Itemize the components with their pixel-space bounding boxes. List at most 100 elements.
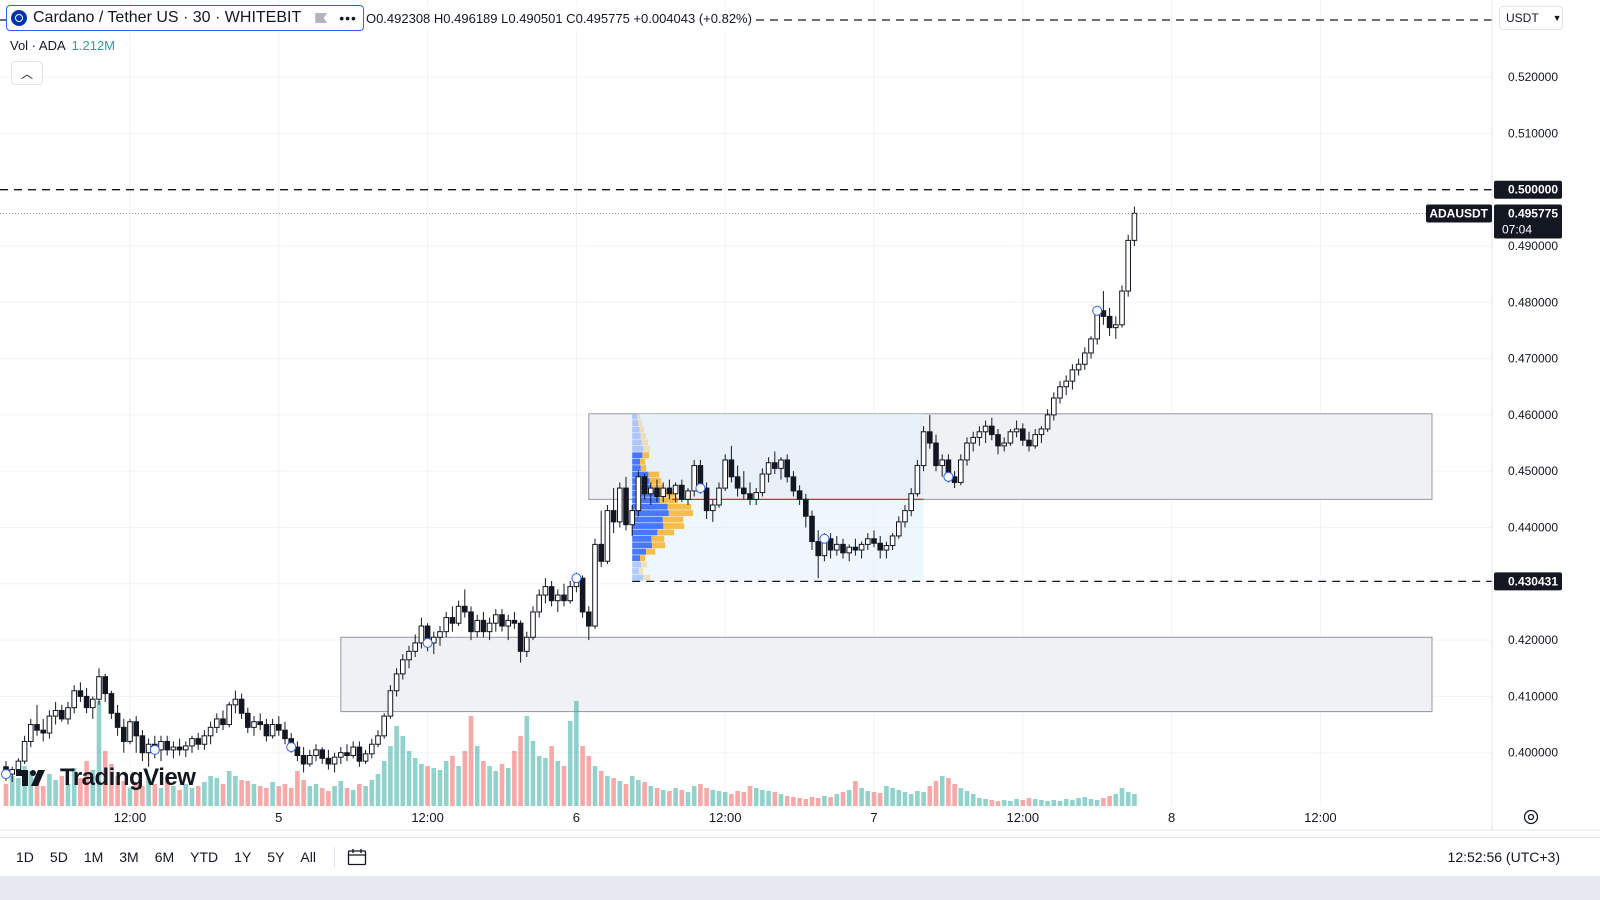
candle-body xyxy=(635,476,642,512)
timeframe-1d[interactable]: 1D xyxy=(16,849,34,865)
candle xyxy=(1001,437,1008,452)
candle xyxy=(1088,336,1094,359)
timeframe-1y[interactable]: 1Y xyxy=(234,849,252,865)
price-zone-box xyxy=(340,636,1433,713)
volume-bar xyxy=(983,799,988,806)
currency-selector[interactable]: USDT ▼ xyxy=(1499,6,1563,30)
volume-bar xyxy=(16,778,21,806)
candle xyxy=(350,741,356,759)
volume-bar xyxy=(667,791,672,806)
candle-body xyxy=(840,543,846,554)
candle-body xyxy=(493,614,499,624)
price-tick-label: 0.410000 xyxy=(1508,689,1558,703)
symbol-search-button[interactable]: Cardano / Tether US · 30 · WHITEBIT ••• xyxy=(6,5,364,31)
timeframe-6m[interactable]: 6M xyxy=(154,849,175,865)
timezone-clock[interactable]: 12:52:56 (UTC+3) xyxy=(1447,849,1560,865)
candle-body xyxy=(307,755,313,765)
more-dots-icon[interactable]: ••• xyxy=(339,10,357,26)
volume-bar xyxy=(1082,797,1088,806)
candle-body xyxy=(666,487,673,495)
timeframe-ytd[interactable]: YTD xyxy=(190,849,219,865)
volume-bar xyxy=(927,786,933,806)
candle xyxy=(679,479,685,503)
volume-bar xyxy=(815,798,821,806)
candle xyxy=(381,713,387,739)
candle-body xyxy=(809,515,815,543)
candle-body xyxy=(784,459,791,478)
candle-body xyxy=(214,718,220,728)
volume-bar xyxy=(9,776,15,806)
candle-body xyxy=(511,619,518,624)
candle-body xyxy=(586,611,592,627)
volume-profile-bar-up xyxy=(632,561,642,568)
candle-body xyxy=(524,636,530,652)
candle-body xyxy=(369,743,375,755)
volume-profile-bar-down xyxy=(641,439,649,446)
candle-body xyxy=(108,693,115,714)
volume-profile-bar-up xyxy=(632,568,639,574)
candle-body xyxy=(245,712,251,728)
volume-bar xyxy=(1132,794,1137,806)
candle xyxy=(449,606,456,632)
candle-body xyxy=(1088,338,1094,354)
candle xyxy=(561,583,567,607)
volume-bar xyxy=(121,781,127,806)
price-tick-label: 0.470000 xyxy=(1508,352,1558,366)
volume-bar xyxy=(468,716,474,806)
candle-body xyxy=(703,487,710,512)
candle xyxy=(617,482,623,528)
candle-body xyxy=(1032,434,1039,447)
candle-body xyxy=(685,490,691,500)
candle xyxy=(319,747,325,764)
volume-bar xyxy=(363,786,368,806)
volume-bar xyxy=(691,786,697,806)
timeframe-5y[interactable]: 5Y xyxy=(267,849,285,865)
volume-bar xyxy=(264,788,269,806)
candle xyxy=(468,606,474,641)
volume-profile-bar-down xyxy=(640,555,646,562)
candle xyxy=(276,716,282,736)
volume-bar xyxy=(611,778,616,806)
collapse-legend-button[interactable]: ︿ xyxy=(11,61,43,85)
timeframe-5d[interactable]: 5D xyxy=(49,849,68,865)
candle xyxy=(548,580,555,607)
candle xyxy=(902,504,908,528)
tradingview-logo[interactable]: TradingView xyxy=(14,764,196,792)
candle-body xyxy=(741,487,747,495)
candle-body xyxy=(976,431,983,438)
volume-bar xyxy=(778,794,784,806)
candle xyxy=(858,541,865,559)
volume-profile-bar-up xyxy=(632,523,664,529)
volume-bar xyxy=(357,784,362,806)
timeframe-1m[interactable]: 1M xyxy=(83,849,104,865)
candle-body xyxy=(579,577,586,613)
volume-bar xyxy=(846,790,852,806)
candle-body xyxy=(381,715,387,737)
calendar-go-to-date-icon[interactable] xyxy=(347,848,367,866)
price-tick-label: 0.460000 xyxy=(1508,408,1558,422)
volume-bar xyxy=(797,798,802,806)
volume-bar xyxy=(350,790,356,806)
candle-body xyxy=(418,625,425,644)
volume-bar xyxy=(536,756,542,806)
candle-body xyxy=(716,487,722,506)
volume-bar xyxy=(1020,800,1026,806)
timeframe-3m[interactable]: 3M xyxy=(119,849,139,865)
price-tick-label: 0.400000 xyxy=(1508,746,1558,760)
volume-bar xyxy=(344,788,350,806)
candle-body xyxy=(96,676,102,700)
volume-bar xyxy=(208,776,213,806)
volume-profile-bar-down xyxy=(648,471,660,478)
settings-gear-icon[interactable] xyxy=(1522,808,1540,826)
candle xyxy=(375,730,381,748)
flag-icon[interactable] xyxy=(315,13,328,23)
volume-bar xyxy=(877,793,883,806)
candle-body xyxy=(462,605,468,613)
timeframe-all[interactable]: All xyxy=(300,849,316,865)
candle xyxy=(666,479,673,500)
symbol-header: Cardano / Tether US · 30 · WHITEBIT ••• … xyxy=(6,5,752,31)
candle xyxy=(232,690,239,714)
candle-body xyxy=(914,465,921,495)
volume-bar xyxy=(78,778,83,806)
